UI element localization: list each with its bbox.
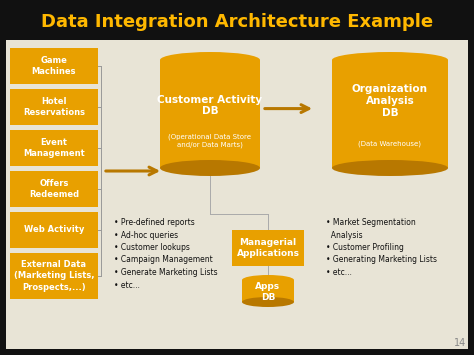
Text: (Data Warehouse): (Data Warehouse) <box>358 141 421 147</box>
Text: Customer Activity
DB: Customer Activity DB <box>157 94 263 116</box>
FancyBboxPatch shape <box>10 48 98 84</box>
Text: Hotel
Reservations: Hotel Reservations <box>23 97 85 117</box>
Bar <box>6 40 468 349</box>
Text: (Operational Data Store
and/or Data Marts): (Operational Data Store and/or Data Mart… <box>168 134 252 148</box>
FancyBboxPatch shape <box>10 212 98 248</box>
FancyBboxPatch shape <box>10 253 98 299</box>
FancyBboxPatch shape <box>10 89 98 125</box>
Text: Offers
Redeemed: Offers Redeemed <box>29 179 79 199</box>
Text: Apps
DB: Apps DB <box>255 282 281 302</box>
Ellipse shape <box>242 275 294 285</box>
Text: External Data
(Marketing Lists,
Prospects,...): External Data (Marketing Lists, Prospect… <box>14 261 94 291</box>
Ellipse shape <box>160 52 260 68</box>
Bar <box>242 280 294 302</box>
Text: Game
Machines: Game Machines <box>32 56 76 76</box>
Text: Organization
Analysis
DB: Organization Analysis DB <box>352 84 428 118</box>
Ellipse shape <box>242 297 294 307</box>
Text: Event
Management: Event Management <box>23 138 85 158</box>
Text: Web Activity: Web Activity <box>24 225 84 235</box>
Ellipse shape <box>332 160 448 176</box>
Ellipse shape <box>332 52 448 68</box>
Ellipse shape <box>160 160 260 176</box>
Text: 14: 14 <box>454 338 466 348</box>
Text: Managerial
Applications: Managerial Applications <box>237 238 300 258</box>
FancyBboxPatch shape <box>10 171 98 207</box>
Text: Data Integration Architecture Example: Data Integration Architecture Example <box>41 13 433 31</box>
Text: • Market Segmentation
  Analysis
• Customer Profiling
• Generating Marketing Lis: • Market Segmentation Analysis • Custome… <box>326 218 437 277</box>
Bar <box>332 60 448 168</box>
FancyBboxPatch shape <box>10 130 98 166</box>
Text: • Pre-defined reports
• Ad-hoc queries
• Customer lookups
• Campaign Management
: • Pre-defined reports • Ad-hoc queries •… <box>114 218 218 289</box>
FancyBboxPatch shape <box>232 230 304 266</box>
Bar <box>160 60 260 168</box>
